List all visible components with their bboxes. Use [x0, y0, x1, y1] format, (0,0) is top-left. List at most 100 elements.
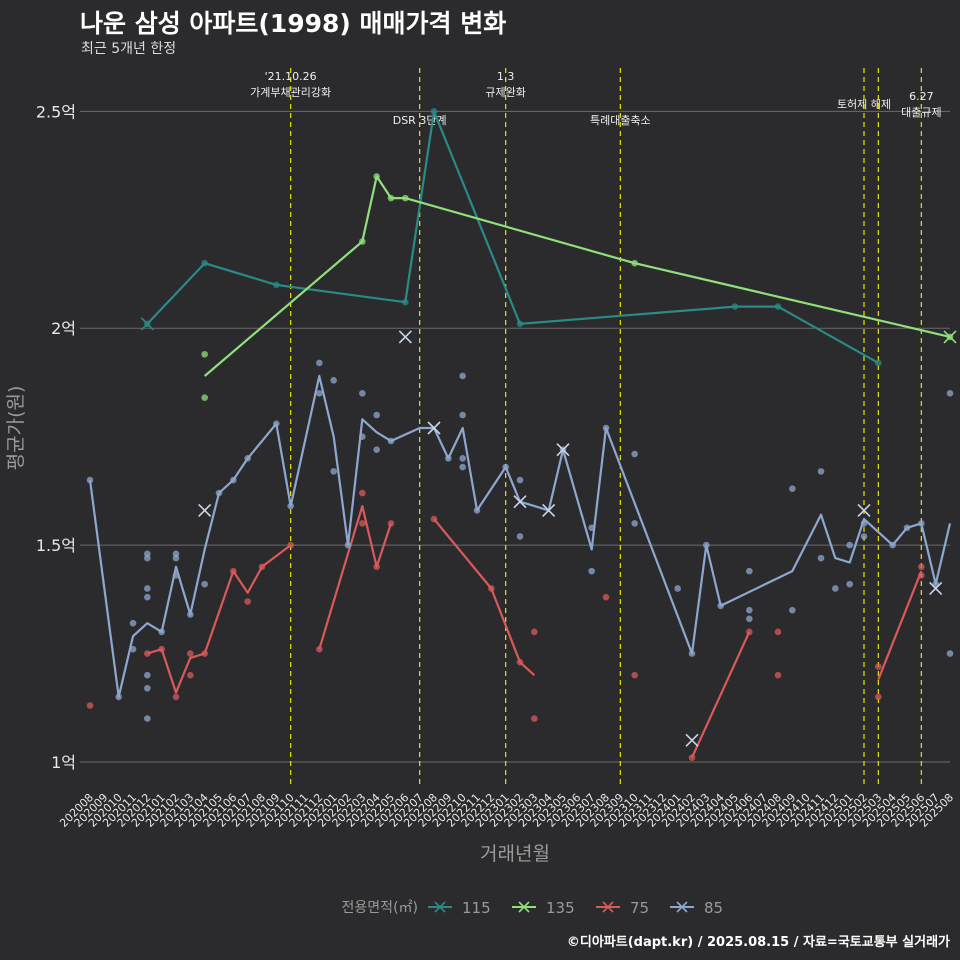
data-point-85: [918, 520, 925, 527]
data-point-85: [373, 411, 380, 419]
data-point-115: [201, 259, 208, 267]
data-point-85: [144, 715, 151, 722]
data-point-85: [602, 424, 610, 432]
series-75: [86, 489, 925, 761]
data-point-75: [359, 489, 366, 497]
legend: 전용면적(㎡) 115 135 75 85: [342, 899, 724, 917]
data-point-85: [516, 533, 524, 540]
chart-subtitle: 최근 5개년 한정: [81, 41, 177, 57]
cross-marker-85: [685, 733, 699, 747]
data-point-85: [746, 606, 753, 614]
data-point-75: [144, 650, 151, 657]
data-point-75: [359, 520, 366, 527]
data-point-85: [817, 554, 825, 562]
data-point-85: [789, 485, 796, 493]
data-point-85: [860, 533, 868, 540]
data-point-85: [746, 615, 753, 623]
data-point-75: [774, 671, 782, 679]
legend-label-75: 75: [630, 899, 649, 917]
data-point-75: [230, 567, 237, 575]
data-point-85: [129, 645, 137, 653]
event-label: '21.10.26: [265, 70, 317, 83]
series-line-75: [146, 544, 292, 694]
event-label: 1.3: [497, 70, 515, 83]
data-point-85: [273, 420, 280, 427]
event-label: 토허제 해제: [837, 97, 891, 111]
data-point-85: [860, 520, 868, 527]
data-point-75: [488, 585, 495, 592]
cross-marker-115: [140, 317, 154, 331]
data-point-85: [502, 463, 509, 471]
data-point-85: [344, 541, 352, 549]
data-point-85: [144, 585, 151, 592]
data-point-85: [373, 446, 380, 453]
cross-marker-85: [427, 421, 441, 435]
data-point-85: [230, 476, 237, 484]
data-point-85: [903, 524, 911, 532]
data-point-85: [459, 455, 466, 462]
cross-marker-85: [198, 503, 212, 517]
data-point-85: [144, 671, 151, 679]
data-point-85: [330, 376, 337, 384]
data-point-75: [86, 702, 94, 709]
data-point-75: [875, 693, 882, 701]
event-label: 규제완화: [485, 86, 525, 99]
data-point-85: [144, 684, 151, 692]
event-label: 특례대출축소: [590, 114, 651, 127]
y-tick-label: 1억: [51, 753, 76, 772]
data-point-75: [316, 645, 323, 653]
data-point-85: [144, 593, 151, 601]
legend-label-135: 135: [546, 899, 575, 917]
event-label: 가계부채관리강화: [250, 86, 331, 99]
legend-title: 전용면적(㎡): [342, 900, 418, 916]
data-point-85: [674, 585, 681, 592]
data-point-115: [516, 320, 524, 328]
data-point-135: [201, 394, 208, 401]
data-point-75: [430, 515, 438, 523]
data-point-75: [918, 572, 925, 579]
data-point-85: [688, 650, 696, 657]
data-point-75: [631, 671, 638, 679]
data-point-75: [746, 628, 753, 636]
series-line-75: [318, 505, 393, 650]
chart-title: 나운 삼성 아파트(1998) 매매가격 변화: [80, 9, 507, 38]
data-point-135: [373, 173, 380, 180]
data-point-75: [688, 754, 696, 761]
cross-marker-85: [542, 503, 556, 517]
cross-marker-85: [556, 443, 570, 457]
data-point-85: [631, 450, 638, 458]
data-point-75: [516, 658, 524, 666]
data-point-85: [703, 541, 710, 549]
data-point-75: [531, 715, 538, 722]
data-point-85: [889, 541, 896, 549]
data-point-85: [846, 580, 853, 588]
data-point-75: [201, 650, 208, 657]
data-point-85: [215, 489, 223, 497]
legend-key-cross-75: [602, 901, 614, 913]
data-point-85: [846, 541, 853, 549]
data-point-115: [875, 359, 882, 367]
series-line-135: [203, 175, 951, 377]
data-point-75: [187, 671, 194, 679]
data-point-115: [402, 298, 409, 306]
data-point-85: [287, 502, 294, 510]
data-point-85: [244, 455, 251, 462]
data-point-85: [946, 390, 954, 397]
data-point-85: [387, 437, 395, 445]
legend-key-cross-135: [518, 901, 530, 913]
data-point-75: [918, 563, 925, 571]
cross-marker-135: [943, 330, 957, 344]
data-point-85: [115, 693, 122, 701]
event-label: 6.27: [909, 90, 934, 103]
data-point-135: [402, 194, 409, 202]
data-point-85: [187, 611, 194, 618]
legend-key-cross-85: [676, 901, 688, 913]
y-tick-label: 2억: [51, 319, 76, 338]
event-label: 대출규제: [901, 106, 941, 119]
data-point-85: [129, 619, 137, 627]
data-point-85: [459, 411, 466, 419]
data-point-85: [832, 585, 839, 592]
data-point-85: [316, 359, 323, 367]
data-point-75: [373, 563, 380, 571]
